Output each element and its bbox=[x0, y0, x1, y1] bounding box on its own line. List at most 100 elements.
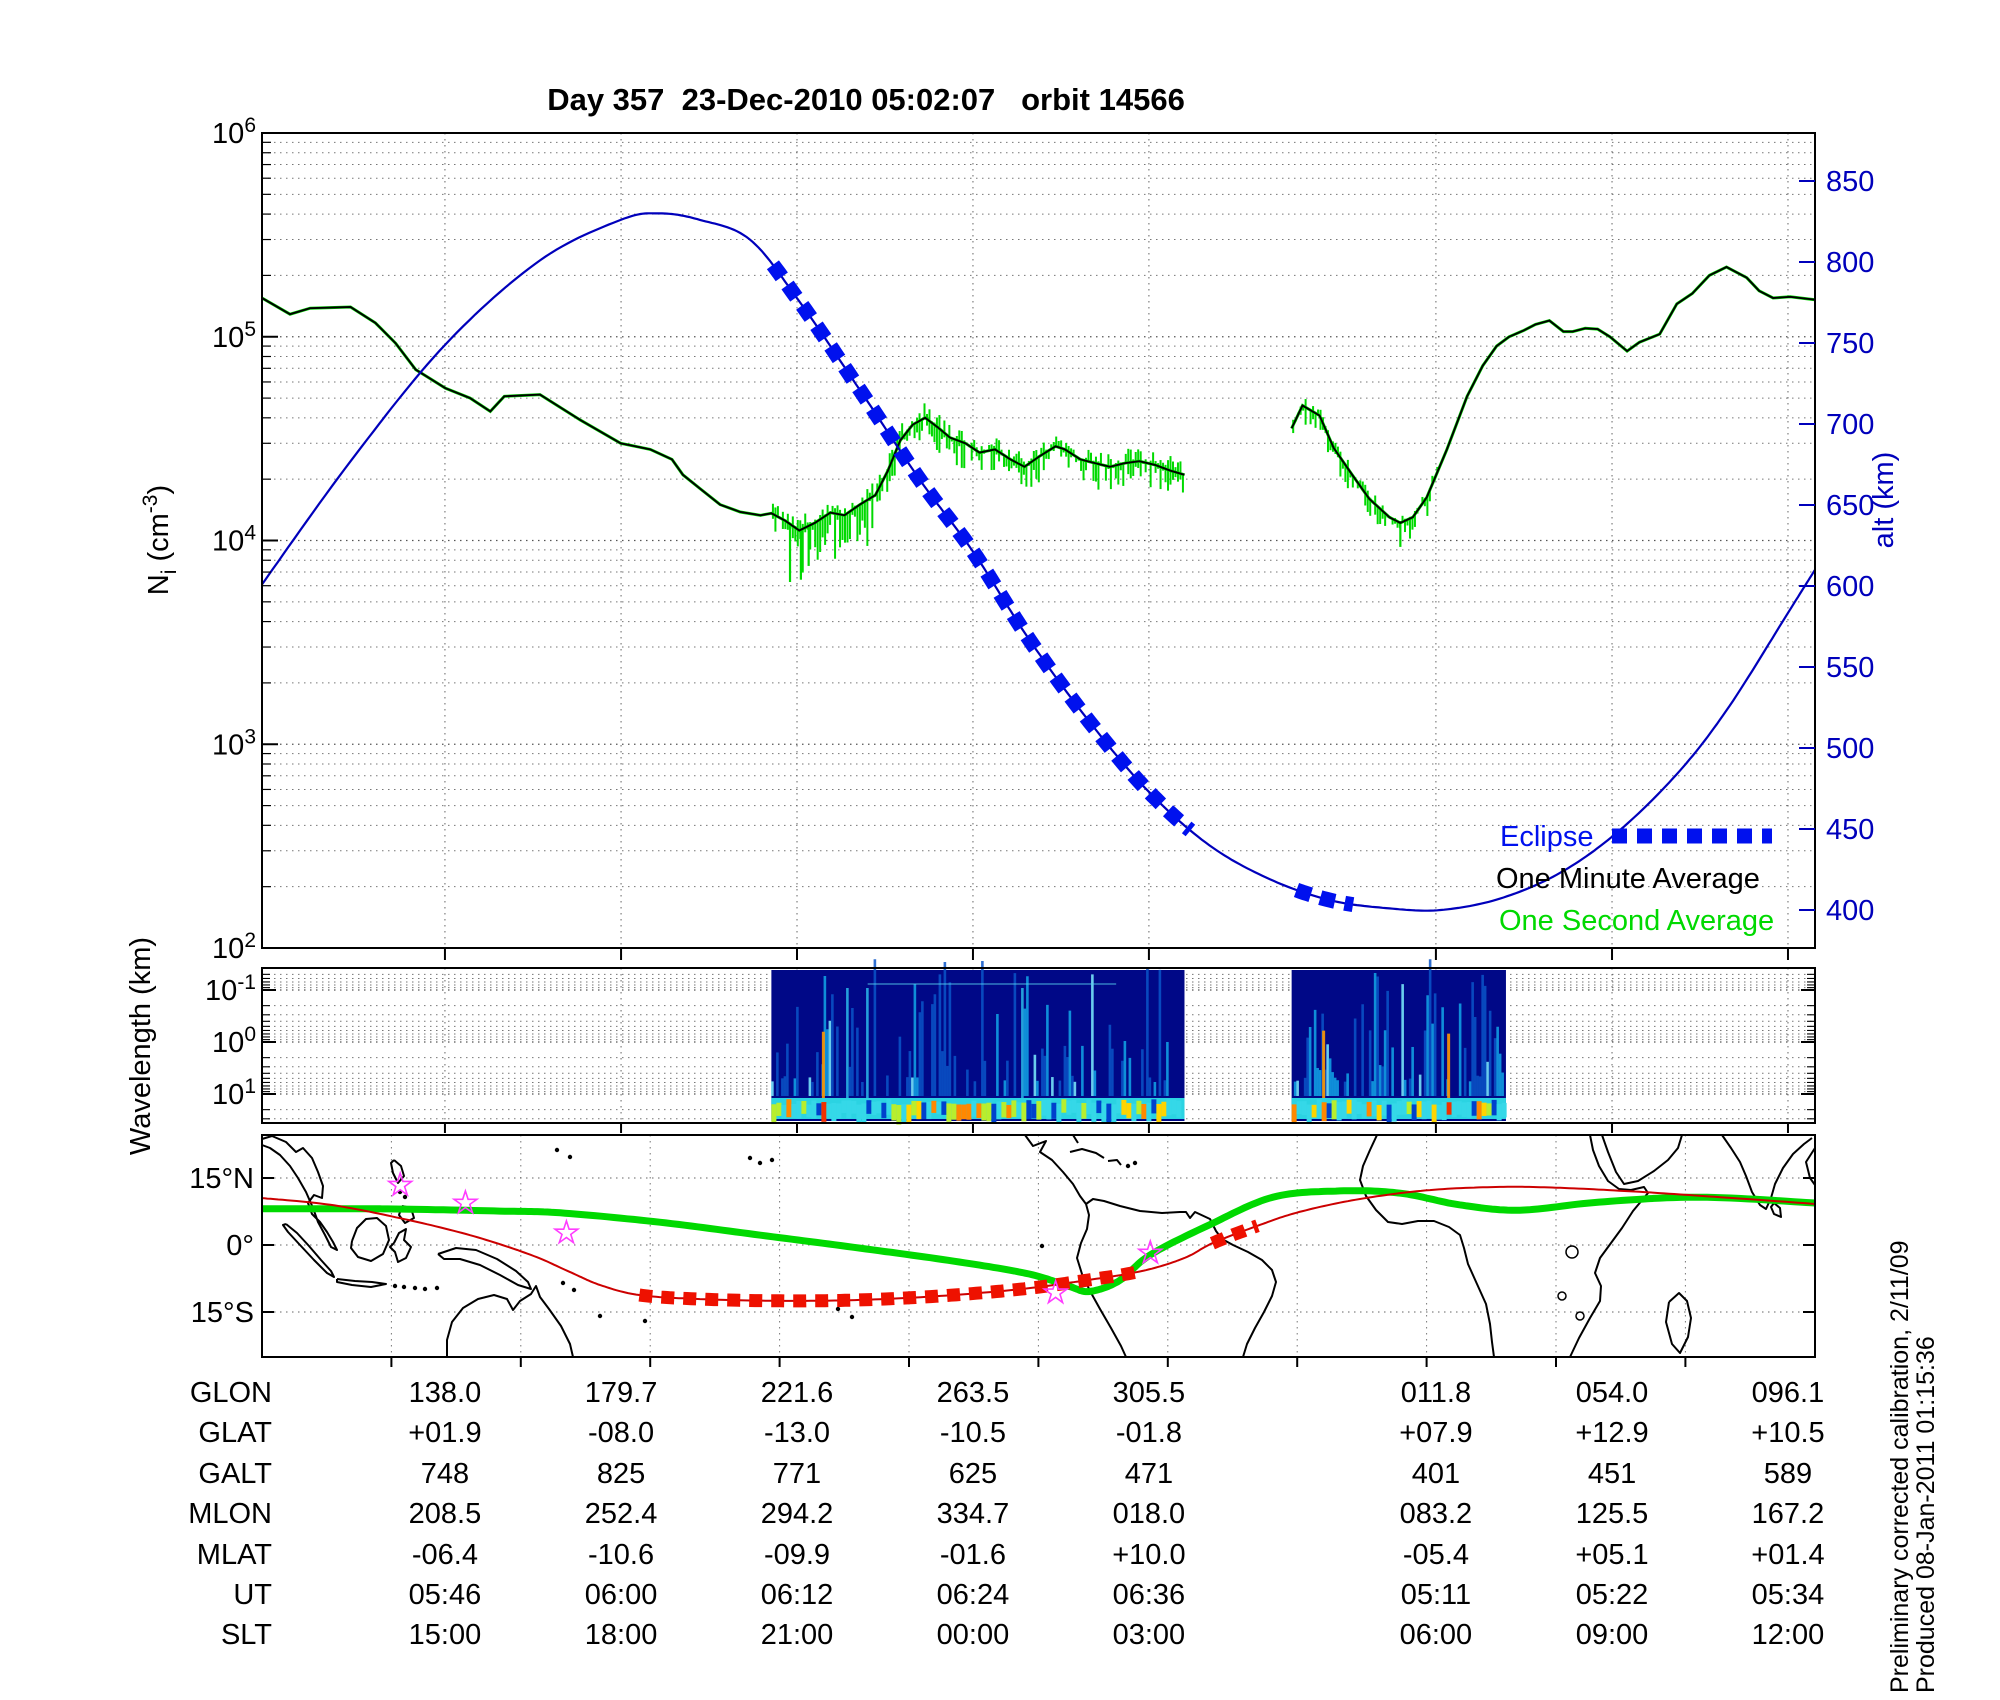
table-cell: 825 bbox=[596, 1457, 646, 1490]
table-cell: 334.7 bbox=[936, 1498, 1010, 1531]
table-cell: 06:36 bbox=[1112, 1579, 1186, 1611]
table-cell: 15:00 bbox=[408, 1619, 482, 1652]
table-cell: 263.5 bbox=[936, 1377, 1010, 1409]
lat-axis-tick: 15°S bbox=[191, 1297, 254, 1329]
table-cell: -06.4 bbox=[411, 1538, 478, 1571]
table-cell: -01.8 bbox=[1115, 1417, 1182, 1450]
table-cell: 054.0 bbox=[1575, 1377, 1649, 1409]
table-cell: +05.1 bbox=[1575, 1538, 1649, 1571]
table-cell: 09:00 bbox=[1575, 1619, 1649, 1652]
alt-axis-tick: 700 bbox=[1826, 409, 1874, 441]
table-cell: +10.0 bbox=[1112, 1538, 1186, 1571]
table-cell: 18:00 bbox=[584, 1619, 658, 1652]
table-cell: 083.2 bbox=[1399, 1498, 1473, 1531]
map-panel: 15°N 0° 15°S bbox=[189, 1134, 1816, 1367]
alt-axis-label: alt (km) bbox=[1868, 452, 1900, 549]
map-eclipse-dashes bbox=[638, 1264, 1144, 1308]
legend-one-minute-average: One Minute Average bbox=[1496, 863, 1760, 895]
star-marker bbox=[451, 1188, 480, 1215]
wavelength-axis-tick: 101 bbox=[212, 1075, 256, 1111]
wavelength-axis-tick: 10-1 bbox=[205, 971, 256, 1007]
table-cell: 221.6 bbox=[760, 1377, 834, 1409]
table-cell: 05:11 bbox=[1400, 1579, 1472, 1611]
legend-eclipse: Eclipse bbox=[1500, 821, 1594, 853]
density-altitude-panel: 106 105 104 103 102 850 800 750 700 650 600 550 500 4… bbox=[139, 114, 1900, 965]
alt-axis-tick: 550 bbox=[1826, 652, 1874, 684]
alt-axis-tick: 850 bbox=[1826, 166, 1874, 198]
page-title: Day 357 23-Dec-2010 05:02:07 orbit 14566 bbox=[547, 82, 1185, 117]
density-axis-tick: 104 bbox=[212, 522, 256, 558]
wavelength-axis-tick: 100 bbox=[212, 1023, 256, 1059]
one-second-average-curve bbox=[261, 265, 1816, 582]
lat-axis-tick: 0° bbox=[226, 1230, 254, 1262]
table-row-label-slt: SLT bbox=[220, 1619, 272, 1652]
table-cell: 401 bbox=[1411, 1457, 1461, 1490]
table-cell: 167.2 bbox=[1751, 1498, 1825, 1531]
table-cell: 21:00 bbox=[760, 1619, 834, 1652]
green-track bbox=[262, 1187, 1816, 1296]
eclipse-dashes bbox=[1293, 882, 1355, 913]
table-cell: 252.4 bbox=[584, 1498, 658, 1531]
table-cell: 305.5 bbox=[1112, 1377, 1186, 1409]
table-row-label-galt: GALT bbox=[198, 1457, 272, 1490]
star-marker bbox=[1041, 1278, 1070, 1305]
table-cell: +07.9 bbox=[1399, 1417, 1473, 1450]
one-minute-average-curve bbox=[261, 265, 1816, 532]
table-cell: 125.5 bbox=[1575, 1498, 1649, 1531]
table-cell: 03:00 bbox=[1112, 1619, 1186, 1652]
wavelength-axis-label: Wavelength (km) bbox=[125, 937, 157, 1155]
table-row-label-mlat: MLAT bbox=[196, 1538, 272, 1571]
table-cell: 625 bbox=[948, 1457, 998, 1490]
table-cell: -13.0 bbox=[763, 1417, 831, 1450]
table-cell: 018.0 bbox=[1112, 1498, 1186, 1531]
side-note-calibration: Preliminary corrected calibration, 2/11/… bbox=[1886, 1240, 1914, 1693]
map-eclipse-dashes bbox=[1209, 1219, 1260, 1250]
eclipse-dashes bbox=[766, 260, 1196, 837]
density-axis-label: Ni (cm-3) bbox=[139, 485, 181, 595]
table-cell: 589 bbox=[1763, 1457, 1813, 1490]
alt-axis-tick: 400 bbox=[1826, 895, 1874, 927]
star-marker bbox=[552, 1218, 581, 1245]
table-cell: 096.1 bbox=[1751, 1377, 1825, 1409]
table-cell: 05:46 bbox=[408, 1579, 482, 1611]
table-cell: 06:00 bbox=[1399, 1619, 1473, 1652]
table-cell: -10.6 bbox=[587, 1538, 655, 1571]
table-cell: +01.4 bbox=[1751, 1538, 1825, 1571]
table-row-label-ut: UT bbox=[233, 1579, 272, 1611]
table-cell: -01.6 bbox=[939, 1538, 1006, 1571]
table-row-label-mlon: MLON bbox=[188, 1498, 272, 1531]
spectrogram-block bbox=[771, 959, 1185, 1125]
table-cell: 06:00 bbox=[584, 1579, 658, 1611]
density-axis-tick: 103 bbox=[212, 725, 256, 761]
legend-one-second-average: One Second Average bbox=[1499, 905, 1774, 937]
alt-axis-tick: 750 bbox=[1826, 328, 1874, 360]
table-row-label-glat: GLAT bbox=[198, 1417, 272, 1450]
altitude-curve bbox=[261, 212, 1816, 912]
coastlines bbox=[261, 1134, 1816, 1358]
table-cell: 294.2 bbox=[760, 1498, 834, 1531]
table-cell: 05:34 bbox=[1751, 1579, 1825, 1611]
table-cell: 179.7 bbox=[584, 1377, 658, 1409]
table-cell: 06:12 bbox=[760, 1579, 834, 1611]
alt-axis-tick: 450 bbox=[1826, 814, 1874, 846]
star-marker bbox=[386, 1170, 415, 1198]
density-axis-tick: 106 bbox=[212, 114, 256, 150]
table-cell: 011.8 bbox=[1400, 1377, 1472, 1409]
table-cell: 138.0 bbox=[408, 1377, 482, 1409]
table-cell: 06:24 bbox=[936, 1579, 1010, 1611]
table-cell: 771 bbox=[772, 1457, 822, 1490]
table-cell: -05.4 bbox=[1402, 1538, 1469, 1571]
star-marker bbox=[1136, 1238, 1165, 1265]
table-cell: 05:22 bbox=[1575, 1579, 1649, 1611]
density-axis-tick: 105 bbox=[212, 318, 256, 354]
red-ground-track bbox=[261, 1185, 1816, 1302]
table-cell: 748 bbox=[420, 1457, 470, 1490]
alt-axis-tick: 650 bbox=[1826, 490, 1874, 522]
table-cell: -08.0 bbox=[587, 1417, 655, 1450]
table-cell: -09.9 bbox=[763, 1538, 831, 1571]
side-note-produced: Produced 08-Jan-2011 01:15:36 bbox=[1912, 1336, 1940, 1693]
table-cell: 208.5 bbox=[408, 1498, 482, 1531]
table-cell: +12.9 bbox=[1575, 1417, 1649, 1450]
spectrogram-block bbox=[1291, 959, 1507, 1125]
spectrogram-panel: 10-1 100 101 Wavelength (km) bbox=[125, 937, 1816, 1155]
